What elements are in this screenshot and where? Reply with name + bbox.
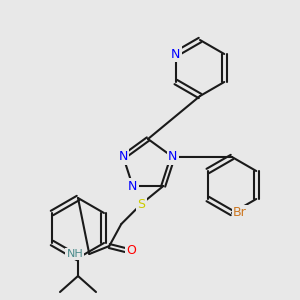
Text: S: S (137, 197, 145, 211)
Text: N: N (118, 151, 128, 164)
Text: N: N (168, 151, 177, 164)
Text: N: N (128, 179, 137, 193)
Text: NH: NH (67, 249, 83, 259)
Text: O: O (126, 244, 136, 256)
Text: N: N (171, 47, 180, 61)
Text: Br: Br (233, 206, 247, 220)
